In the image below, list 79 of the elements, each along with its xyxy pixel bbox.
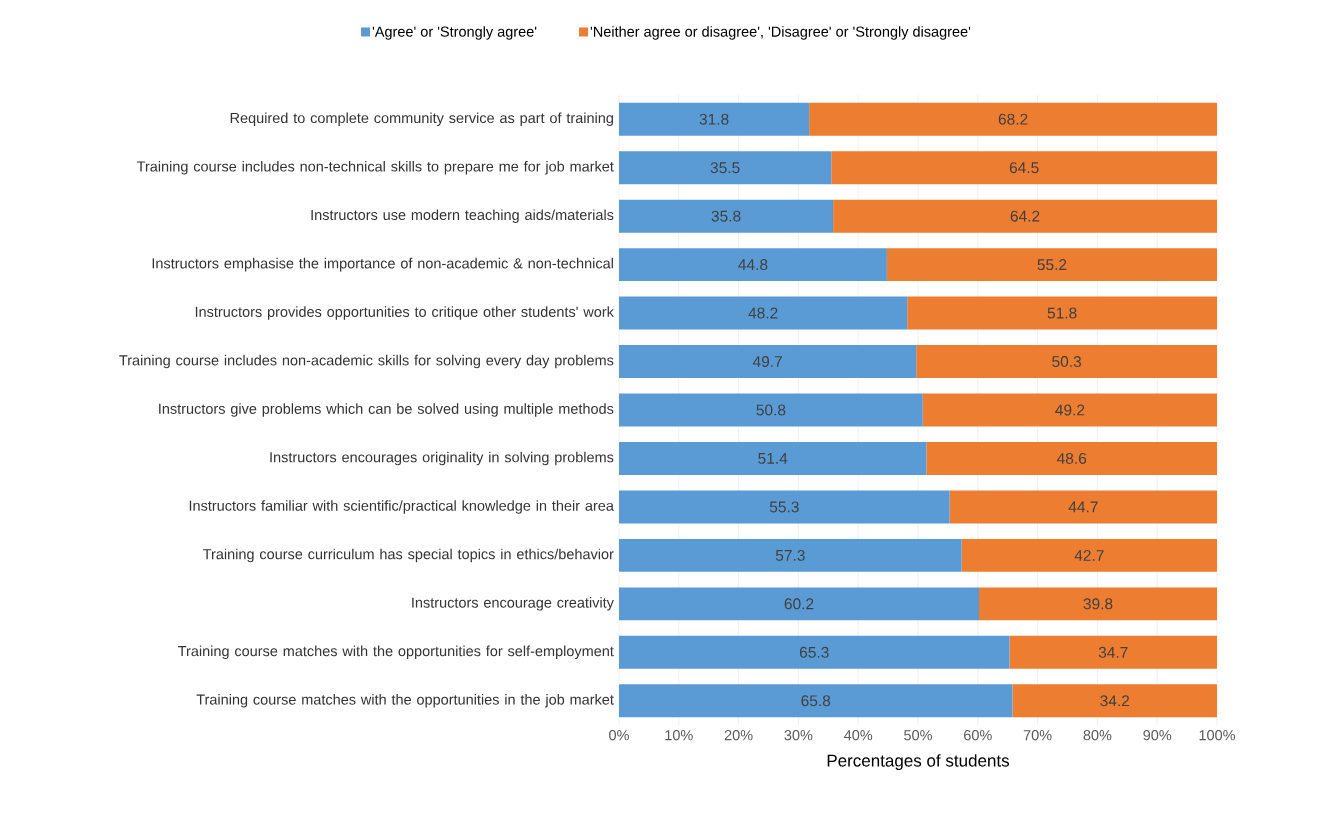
bar — [979, 587, 1218, 621]
x-tick-label: 50% — [904, 730, 932, 741]
data-label: 31.8 — [699, 113, 729, 125]
x-tick-label: 100% — [1199, 730, 1236, 741]
bar — [1009, 635, 1218, 669]
bar — [619, 102, 810, 136]
data-label: 55.3 — [769, 501, 799, 513]
bar — [926, 441, 1218, 475]
data-label: 68.2 — [998, 113, 1028, 125]
bar — [619, 393, 923, 427]
data-label: 55.2 — [1037, 259, 1067, 271]
data-label: 65.8 — [801, 695, 831, 707]
bar — [833, 199, 1218, 233]
y-tick-label: Instructors encourages originality in solving problems — [270, 451, 614, 466]
y-tick-label: Instructors emphasise the importance of non-academic & non-technical — [152, 257, 613, 272]
data-label: 48.6 — [1056, 452, 1087, 464]
x-tick-label: 10% — [665, 730, 693, 741]
x-axis-title: Percentages of students — [827, 754, 1010, 771]
bar — [886, 248, 1218, 282]
data-label: 50.8 — [756, 404, 786, 416]
x-tick-label: 20% — [724, 730, 753, 741]
legend-label: 'Agree' or 'Strongly agree' — [372, 26, 537, 40]
bar — [619, 490, 950, 524]
bar — [619, 296, 908, 330]
data-label: 35.8 — [711, 210, 741, 222]
data-label: 44.8 — [738, 259, 768, 271]
bar — [619, 248, 887, 282]
bar — [619, 635, 1010, 669]
data-label: 42.7 — [1074, 549, 1104, 561]
data-label: 50.3 — [1052, 356, 1082, 368]
y-tick-label: Training course includes non-academic skills for solving every day problems — [119, 354, 614, 369]
data-label: 34.7 — [1098, 646, 1128, 658]
y-tick-label: Training course includes non-technical skills to prepare me for job market — [136, 160, 614, 175]
data-label: 49.7 — [752, 356, 782, 368]
data-label: 44.7 — [1068, 501, 1098, 513]
bar — [831, 151, 1218, 185]
data-label: 64.2 — [1010, 210, 1040, 222]
bar — [619, 538, 962, 572]
bar — [809, 102, 1218, 136]
x-tick-label: 60% — [964, 730, 992, 741]
x-tick-label: 0% — [609, 730, 629, 741]
bar — [619, 441, 927, 475]
data-label: 35.5 — [710, 162, 740, 174]
data-label: 48.2 — [748, 307, 778, 319]
bar — [916, 345, 1218, 379]
x-tick-label: 30% — [784, 730, 813, 741]
y-tick-label: Instructors use modern teaching aids/materials — [311, 209, 614, 223]
bar — [1012, 684, 1218, 718]
y-tick-label: Training course matches with the opportunities for self-employment — [178, 645, 614, 660]
y-tick-label: Training course matches with the opportunities in the job market — [196, 694, 614, 708]
data-label: 57.3 — [775, 549, 805, 561]
y-tick-label: Required to complete community service as part of training — [230, 112, 613, 126]
bar — [922, 393, 1218, 427]
y-tick-label: Instructors give problems which can be solved using multiple methods — [159, 403, 614, 417]
y-tick-label: Instructors provides opportunities to critique other students' work — [195, 306, 614, 320]
bar — [907, 296, 1218, 330]
data-label: 65.3 — [799, 646, 829, 658]
data-label: 51.8 — [1047, 307, 1077, 319]
bar — [961, 538, 1218, 572]
bar — [619, 587, 979, 621]
bar — [619, 684, 1013, 718]
data-label: 51.4 — [758, 453, 788, 464]
y-tick-label: Training course curriculum has special topics in ethics/behavior — [203, 548, 614, 563]
data-label: 39.8 — [1083, 598, 1113, 610]
data-label: 34.2 — [1100, 695, 1130, 707]
y-tick-label: Instructors encourage creativity — [412, 597, 614, 611]
bar — [619, 199, 834, 233]
bar — [949, 490, 1218, 524]
x-tick-label: 40% — [844, 730, 873, 741]
data-label: 64.5 — [1009, 162, 1039, 174]
x-tick-label: 90% — [1143, 730, 1172, 741]
bar — [619, 151, 832, 185]
x-tick-label: 80% — [1083, 730, 1112, 741]
y-tick-label: Instructors familiar with scientific/practical knowledge in their area — [189, 500, 614, 514]
x-tick-label: 70% — [1023, 730, 1052, 741]
data-label: 49.2 — [1055, 404, 1085, 416]
legend-label: 'Neither agree or disagree', 'Disagree' or 'Strongly disagree' — [590, 26, 971, 40]
data-label: 60.2 — [784, 598, 814, 610]
bar — [619, 345, 917, 379]
